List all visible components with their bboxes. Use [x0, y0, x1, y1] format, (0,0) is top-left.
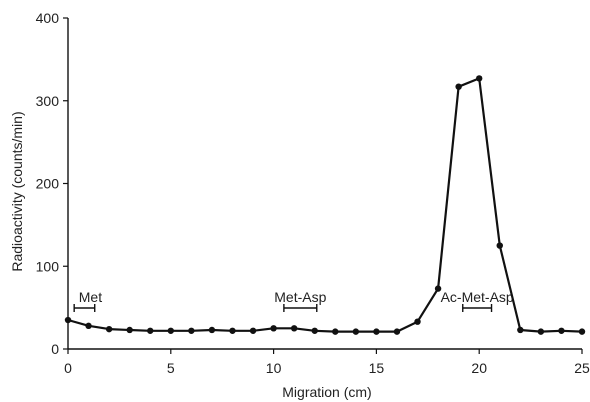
y-tick-label: 300: [36, 93, 60, 109]
data-point: [332, 328, 339, 335]
x-tick-label: 10: [266, 360, 282, 376]
data-point: [64, 316, 72, 324]
annotations: Met Met-Asp Ac-Met-Asp: [73, 289, 514, 312]
annotation-0: Met: [73, 289, 102, 312]
annotation-label: Met-Asp: [274, 289, 326, 305]
data-point: [147, 327, 154, 334]
y-tick-label: 100: [36, 258, 60, 274]
y-tick-label: 0: [51, 341, 59, 357]
x-tick-label: 0: [64, 360, 72, 376]
data-point: [126, 326, 133, 334]
data-point: [373, 328, 380, 335]
x-tick-label: 25: [574, 360, 590, 376]
data-point: [167, 327, 174, 334]
data-point: [352, 328, 360, 335]
annotation-2: Ac-Met-Asp: [441, 289, 514, 312]
data-point: [311, 327, 318, 334]
data-point: [476, 75, 483, 82]
series: [64, 75, 586, 335]
x-tick-label: 20: [471, 360, 487, 376]
ticks: 0 5 10 15 20 25 0 100 200 300 400: [36, 10, 590, 376]
y-tick-label: 200: [36, 176, 60, 192]
data-point: [188, 327, 195, 334]
y-tick-label: 400: [36, 10, 60, 26]
data-point: [558, 327, 565, 334]
data-point: [578, 328, 586, 335]
data-point: [537, 328, 545, 335]
data-point: [414, 318, 421, 325]
data-point: [290, 325, 298, 332]
y-axis-label: Radioactivity (counts/min): [9, 111, 25, 271]
series-line: [67, 77, 583, 333]
data-point: [434, 285, 442, 292]
annotation-label: Ac-Met-Asp: [441, 289, 514, 305]
data-point: [249, 327, 257, 334]
data-point: [208, 326, 216, 334]
x-tick-label: 15: [369, 360, 385, 376]
x-axis-label: Migration (cm): [282, 384, 371, 400]
data-point: [455, 83, 462, 90]
data-point: [105, 325, 113, 333]
data-point: [229, 327, 236, 334]
x-tick-label: 5: [167, 360, 175, 376]
data-point: [393, 328, 401, 335]
data-point: [270, 325, 277, 332]
annotation-1: Met-Asp: [274, 289, 327, 312]
data-point: [517, 326, 524, 334]
data-point: [85, 322, 92, 330]
data-point: [496, 242, 503, 249]
annotation-label: Met: [79, 289, 102, 305]
